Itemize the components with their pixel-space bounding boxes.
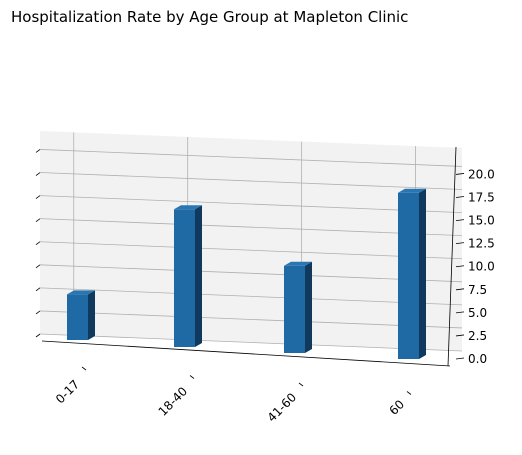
y-tick-mark [455, 196, 465, 198]
bar-top [284, 261, 312, 266]
left-tick [35, 195, 41, 199]
y-grid-line [39, 333, 463, 352]
x-axis-line [41, 340, 451, 367]
bar-side [88, 290, 95, 340]
y-tick-label: 0.0 [468, 352, 487, 366]
y-tick-mark [455, 219, 465, 221]
y-axis-line [447, 146, 457, 367]
y-grid-line [39, 310, 463, 329]
bar-front [284, 265, 305, 353]
y-tick-label: 12.5 [468, 237, 495, 251]
y-tick-mark [455, 173, 465, 175]
left-tick [35, 149, 41, 153]
y-grid-line [39, 264, 463, 283]
x-tick-label: 60 [386, 397, 407, 418]
y-tick-label: 20.0 [468, 167, 495, 181]
y-tick-label: 2.5 [468, 329, 487, 343]
left-tick [35, 264, 41, 269]
y-tick-mark [455, 288, 465, 291]
left-tick [35, 172, 41, 176]
y-tick-label: 15.0 [468, 214, 495, 228]
x-tick-mark [189, 375, 195, 379]
y-grid-line [39, 218, 463, 237]
bar-top [174, 205, 202, 210]
y-tick-mark [455, 334, 465, 337]
y-tick-mark [455, 311, 465, 314]
bar-front [398, 192, 419, 359]
y-tick-label: 10.0 [468, 260, 495, 274]
y-grid-line [39, 172, 463, 190]
chart-title: Hospitalization Rate by Age Group at Map… [11, 8, 408, 26]
x-tick-labels: 0-17 18-40 41-60 60 [53, 366, 412, 425]
y-tick-mark [455, 242, 465, 245]
y-tick-mark [455, 265, 465, 268]
bar-front [174, 209, 195, 347]
bar [67, 290, 95, 340]
y-grid-line [39, 241, 463, 260]
left-tick [35, 218, 41, 222]
bar-side [305, 261, 312, 353]
left-tick [35, 333, 41, 338]
bar-front [67, 294, 88, 340]
bar-side [195, 205, 202, 347]
left-tick [35, 241, 41, 246]
y-tick-labels: 0.0 2.5 5.0 7.5 10.0 12.5 15.0 17.5 20.0 [455, 167, 495, 366]
x-tick-mark [81, 366, 87, 371]
bar-top [67, 290, 95, 295]
x-tick-mark [406, 391, 412, 395]
x-tick-label: 41-60 [265, 390, 300, 425]
bar-top [398, 188, 426, 193]
y-grid-line [39, 287, 463, 306]
y-tick-label: 7.5 [468, 283, 487, 297]
y-grid-line [39, 149, 463, 167]
y-grid-line [39, 195, 463, 213]
bars [67, 188, 426, 359]
left-tick [35, 310, 41, 315]
x-tick-label: 18-40 [156, 384, 191, 419]
axes [35, 146, 457, 367]
y-tick-label: 5.0 [468, 306, 487, 320]
y-tick-mark [455, 357, 465, 360]
bar-side [419, 188, 426, 359]
bar [398, 188, 426, 359]
x-tick-label: 0-17 [53, 377, 82, 406]
left-tick [35, 287, 41, 292]
back-pane [40, 131, 462, 351]
bar [174, 205, 202, 347]
x-tick-mark [298, 382, 304, 387]
bar [284, 261, 312, 353]
y-tick-label: 17.5 [468, 191, 495, 205]
